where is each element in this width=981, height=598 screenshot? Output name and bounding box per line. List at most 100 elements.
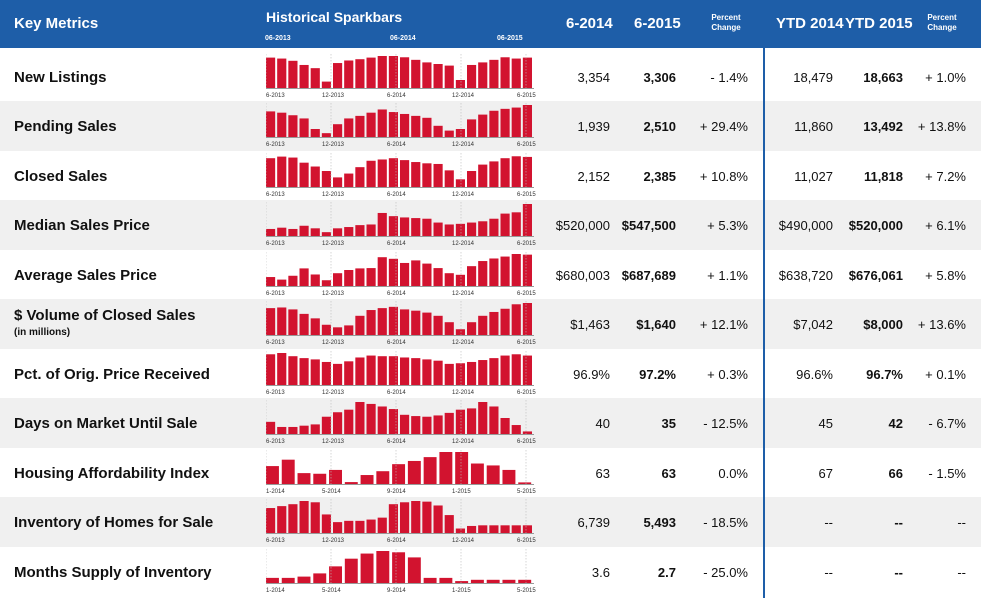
sparkbar: [511, 156, 521, 187]
value-6-2014: 96.9%: [573, 367, 610, 382]
sparkbar: [500, 355, 510, 385]
sparkbar-tick-label: 12-2013: [322, 439, 345, 445]
sparkbar: [355, 167, 365, 187]
sparkbar: [423, 457, 437, 484]
sparkbar: [288, 157, 298, 187]
sparkbar: [266, 228, 276, 236]
value-ytd-percent-change: + 7.2%: [925, 169, 966, 184]
table-row: $ Volume of Closed Sales (in millions) 6-2…: [0, 299, 981, 349]
sparkbar: [467, 361, 477, 385]
sparkbar: [522, 431, 532, 434]
metric-label: $ Volume of Closed Sales: [14, 307, 196, 324]
sparkbar: [522, 57, 532, 88]
table-row: Days on Market Until Sale 6-2013 12-2013 6-…: [0, 398, 981, 448]
sparkbar-tick-label: 6-2013: [266, 142, 285, 148]
sparkbar: [344, 270, 354, 286]
pct-label-line1: Percent: [711, 13, 741, 22]
sparkbar-tick-label: 12-2014: [452, 142, 475, 148]
sparkbar: [377, 109, 387, 137]
value-6-2014: 3.6: [591, 565, 610, 580]
sparkbar-tick-label: 6-2015: [517, 390, 536, 396]
pct-label-line2: Change: [711, 23, 741, 32]
sparkbar: [310, 228, 320, 236]
sparkbar: [310, 68, 320, 88]
value-percent-change: + 29.4%: [699, 119, 748, 134]
sparkbar: [489, 161, 499, 187]
sparkbar: [489, 218, 499, 236]
value-ytd-2014: $638,720: [778, 268, 833, 283]
sparkbar: [522, 156, 532, 187]
sparkbar: [478, 315, 488, 335]
sparkbar: [407, 557, 421, 583]
sparkbar: [333, 63, 343, 88]
pct-label-line1: Percent: [927, 13, 957, 22]
value-6-2015: 5,493: [643, 515, 676, 530]
sparkbar: [478, 525, 488, 533]
value-ytd-2014: --: [824, 515, 833, 530]
sparkbar: [478, 114, 488, 137]
sparkbar: [433, 315, 443, 335]
sparkbar: [355, 59, 365, 88]
sparkbar-tick-label: 12-2014: [452, 241, 475, 247]
sparkbar-tick-label: 12-2013: [322, 192, 345, 198]
sparkbar-chart: 6-2013 12-2013 6-2014 12-2014 6-2015: [266, 252, 536, 297]
sparkbar: [467, 171, 477, 187]
value-ytd-2015: 11,818: [863, 169, 903, 184]
metric-label: Days on Market Until Sale: [14, 415, 198, 432]
sparkbar: [444, 515, 454, 533]
sparkbar: [377, 356, 387, 385]
sparkbar-tick-label: 6-2013: [266, 340, 285, 346]
sparkbar: [321, 280, 331, 286]
sparkbar: [388, 258, 398, 286]
sparkbar-tick-label: 5-2015: [517, 489, 536, 495]
sparkbar: [392, 552, 406, 583]
value-ytd-2014: 96.6%: [796, 367, 833, 382]
sparkbar: [500, 108, 510, 137]
sparkbar: [444, 412, 454, 434]
sparkbar-tick-label: 12-2013: [322, 340, 345, 346]
value-ytd-percent-change: + 5.8%: [925, 268, 966, 283]
table-row: Housing Affordability Index 1-2014 5-2014 9…: [0, 448, 981, 498]
sparkbar: [344, 118, 354, 137]
sparkbar: [377, 56, 387, 88]
sparkbar: [344, 325, 354, 335]
pct-label-line2: Change: [927, 23, 957, 32]
sparkbar: [467, 322, 477, 335]
sparkbar: [455, 179, 465, 187]
sparkbar: [299, 313, 309, 335]
sparkbar: [511, 354, 521, 385]
value-ytd-2014: $490,000: [778, 218, 833, 233]
sparkbar: [310, 318, 320, 335]
sparkbar-tick-label: 6-2014: [387, 340, 406, 346]
sparkbar: [489, 110, 499, 137]
sparkbar: [455, 581, 469, 583]
value-6-2014: 6,739: [577, 515, 610, 530]
sparkbar: [444, 224, 454, 236]
sparkbar: [500, 525, 510, 533]
sparkbar: [333, 124, 343, 137]
value-6-2015: 2,385: [643, 169, 676, 184]
sparkbar: [333, 522, 343, 533]
sparkbar: [455, 80, 465, 88]
sparkbar: [377, 517, 387, 533]
sparkbar: [355, 402, 365, 434]
sparkbar: [297, 473, 311, 484]
value-ytd-2015: 13,492: [863, 119, 903, 134]
sparkbar: [321, 232, 331, 236]
value-6-2015: 3,306: [643, 70, 676, 85]
sparkbar-chart: 1-2014 5-2014 9-2014 1-2015 5-2015: [266, 549, 536, 594]
value-percent-change: 0.0%: [718, 466, 748, 481]
sparkbar: [266, 508, 276, 533]
sparkbar-tick-label: 12-2014: [452, 439, 475, 445]
sparkbar: [444, 273, 454, 286]
sparkbar-tick-label: 12-2014: [452, 192, 475, 198]
sparkbar-chart: 6-2013 12-2013 6-2014 12-2014 6-2015: [266, 54, 536, 99]
sparkbar: [470, 463, 484, 484]
value-ytd-2015: 66: [888, 466, 903, 481]
sparkbar: [486, 579, 500, 583]
sparkbar: [422, 263, 432, 286]
sparkbar: [344, 173, 354, 187]
sparkbar: [478, 402, 488, 434]
sparkbar: [366, 57, 376, 88]
ytd-divider: [763, 48, 765, 598]
